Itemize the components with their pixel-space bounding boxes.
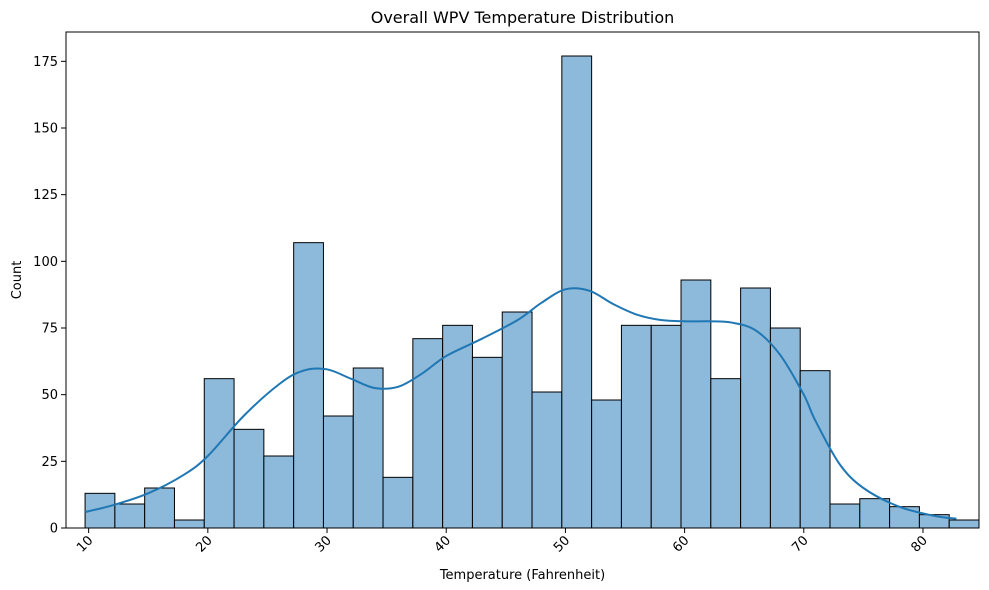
histogram-bar bbox=[322, 415, 354, 529]
x-axis-title: Temperature (Fahrenheit) bbox=[439, 568, 605, 583]
y-tick-label: 125 bbox=[33, 188, 58, 203]
histogram-bars bbox=[84, 55, 980, 529]
histogram-bar bbox=[203, 378, 235, 529]
y-axis-title: Count bbox=[10, 261, 25, 300]
plot-area-frame bbox=[65, 31, 980, 529]
histogram-bar bbox=[471, 356, 503, 529]
histogram-bar bbox=[501, 311, 533, 529]
histogram-bar bbox=[293, 242, 324, 529]
y-tick-label: 175 bbox=[33, 55, 58, 70]
histogram-bar bbox=[710, 378, 742, 529]
histogram-bar bbox=[114, 503, 146, 529]
histogram-bar bbox=[561, 55, 593, 529]
histogram-bar bbox=[412, 338, 444, 529]
histogram-bar bbox=[531, 391, 563, 529]
kde-curve bbox=[84, 287, 957, 520]
y-axis: 0 25 50 75 100 125 150 175 bbox=[33, 55, 66, 537]
histogram-bar bbox=[680, 279, 712, 529]
chart-title: Overall WPV Temperature Distribution bbox=[371, 8, 675, 27]
y-tick-label: 75 bbox=[41, 322, 58, 337]
histogram-bar bbox=[889, 506, 920, 529]
y-tick-label: 0 bbox=[50, 522, 58, 537]
histogram-bar bbox=[144, 487, 175, 529]
histogram-bar bbox=[948, 519, 980, 529]
histogram-bar bbox=[382, 476, 414, 529]
y-tick-label: 100 bbox=[33, 255, 58, 270]
histogram-bar bbox=[859, 498, 891, 529]
histogram-bar bbox=[620, 324, 652, 529]
histogram-bar bbox=[769, 327, 801, 529]
histogram-bar bbox=[650, 324, 682, 529]
histogram-bar bbox=[233, 428, 265, 529]
histogram-bar bbox=[740, 287, 771, 529]
histogram-bar bbox=[263, 455, 295, 529]
histogram-bar bbox=[352, 367, 384, 529]
histogram-bar bbox=[829, 503, 861, 529]
y-tick-label: 50 bbox=[41, 388, 58, 403]
histogram-bar bbox=[591, 399, 622, 529]
histogram-bar bbox=[442, 324, 473, 529]
y-tick-label: 25 bbox=[41, 455, 58, 470]
y-tick-label: 150 bbox=[33, 122, 58, 137]
histogram-bar bbox=[173, 519, 205, 529]
